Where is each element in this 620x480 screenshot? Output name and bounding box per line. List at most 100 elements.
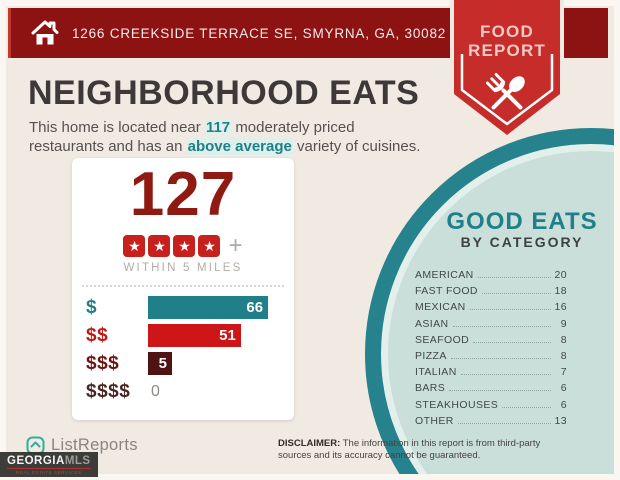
home-icon — [31, 20, 59, 45]
georgia-mls-logo: GEORGIAMLS REAL ESTATE SERVICES — [0, 452, 98, 477]
dotted-leader — [460, 374, 551, 376]
category-label: BARS — [415, 382, 446, 395]
dotted-leader — [450, 357, 551, 359]
category-value: 7 — [560, 366, 567, 379]
category-label: FAST FOOD — [415, 285, 478, 298]
price-bar-row: $$$ 5 — [86, 352, 294, 375]
georgia-mls-name: GEORGIAMLS — [7, 455, 91, 467]
star-rating: ★ ★ ★ ★ + — [72, 232, 294, 259]
circle-clip-region — [6, 6, 614, 474]
price-bar-label: $ — [86, 296, 98, 318]
price-bar-track: 51 — [148, 324, 294, 347]
category-label: STEAKHOUSES — [415, 398, 499, 411]
category-row: SEAFOOD 8 — [415, 334, 567, 350]
page-title: NEIGHBORHOOD EATS — [28, 74, 420, 112]
category-value: 6 — [560, 398, 567, 411]
ribbon-title-line1: FOOD — [480, 22, 534, 41]
restaurant-count-highlight: 117 — [204, 119, 232, 136]
dotted-leader — [469, 309, 551, 311]
star-icon: ★ — [123, 235, 146, 257]
price-bar-label: $$ — [86, 324, 109, 346]
category-row: ITALIAN 7 — [415, 366, 567, 382]
category-row: MEXICAN 16 — [415, 301, 567, 317]
property-address: 1266 CREEKSIDE TERRACE SE, SMYRNA, GA, 3… — [72, 25, 447, 41]
category-value: 13 — [554, 414, 567, 427]
plus-icon: + — [228, 232, 243, 259]
category-value: 16 — [554, 301, 567, 314]
report-canvas: 1266 CREEKSIDE TERRACE SE, SMYRNA, GA, 3… — [6, 0, 614, 474]
category-row: FAST FOOD 18 — [415, 285, 567, 301]
category-value: 8 — [560, 333, 567, 346]
price-bar-row: $$$$ 0 — [86, 380, 294, 403]
dotted-leader — [452, 325, 551, 327]
disclaimer-body: The information in this report is from t… — [278, 438, 541, 461]
dotted-leader — [449, 390, 551, 392]
radius-label: WITHIN 5 MILES — [123, 262, 243, 274]
disclaimer-label: DISCLAIMER: — [278, 438, 341, 449]
price-tier-chart: $ 66 $$ 51 $$$ — [72, 287, 294, 403]
price-bar: 0 — [148, 380, 294, 403]
category-value: 6 — [560, 382, 567, 395]
star-icon: ★ — [198, 235, 221, 257]
price-bar-row: $$ 51 — [86, 324, 294, 347]
dotted-leader — [481, 293, 551, 295]
price-bar-label: $$$$ — [86, 380, 131, 402]
dotted-leader — [473, 341, 551, 343]
crossed-utensils-icon — [486, 73, 525, 110]
category-row: AMERICAN 20 — [415, 269, 567, 285]
category-row: ASIAN 9 — [415, 318, 567, 334]
good-eats-header: GOOD EATS BY CATEGORY — [422, 210, 620, 251]
good-eats-title: GOOD EATS — [446, 208, 598, 235]
category-label: ITALIAN — [415, 366, 457, 379]
price-bar-track: 5 — [148, 352, 294, 375]
intro-before: This home is located near — [29, 119, 201, 136]
georgia-mls-name-part1: GEORGIA — [7, 455, 65, 467]
food-report-ribbon: FOOD REPORT — [450, 0, 564, 148]
price-bar-row: $ 66 — [86, 296, 294, 319]
category-label: ASIAN — [415, 317, 449, 330]
listreports-brand-text: ListReports — [51, 436, 138, 454]
category-label: AMERICAN — [415, 269, 474, 281]
restaurant-total-count: 127 — [129, 160, 237, 229]
category-row: BARS 6 — [415, 382, 567, 398]
price-bar: 51 — [148, 324, 241, 347]
price-bar-track: 0 — [148, 380, 294, 403]
good-eats-subtitle: BY CATEGORY — [460, 234, 584, 250]
dotted-leader — [502, 406, 551, 408]
dotted-leader — [477, 277, 551, 278]
price-bar: 5 — [148, 352, 172, 375]
dotted-leader — [457, 422, 551, 424]
variety-highlight: above average — [186, 138, 293, 155]
category-row: STEAKHOUSES 6 — [415, 399, 567, 415]
star-icon: ★ — [148, 235, 171, 257]
ribbon-title: FOOD REPORT — [450, 22, 564, 60]
price-bar-value: 66 — [246, 299, 264, 316]
star-icon: ★ — [173, 235, 196, 257]
category-row: OTHER 13 — [415, 415, 567, 431]
intro-mid: moderately priced restaurants and has an — [29, 119, 355, 155]
category-value: 20 — [554, 269, 567, 281]
ribbon-shape — [450, 0, 564, 140]
disclaimer-text: DISCLAIMER: The information in this repo… — [278, 438, 574, 462]
category-label: MEXICAN — [415, 301, 466, 314]
price-bar-value: 5 — [158, 355, 167, 372]
category-label: SEAFOOD — [415, 333, 470, 346]
category-value: 18 — [554, 285, 567, 298]
price-bar-track: 66 — [148, 296, 294, 319]
category-value: 9 — [560, 317, 567, 330]
intro-after: variety of cuisines. — [297, 138, 421, 155]
category-label: OTHER — [415, 414, 454, 427]
category-label: PIZZA — [415, 349, 447, 362]
category-value: 8 — [560, 349, 567, 362]
georgia-mls-tagline: REAL ESTATE SERVICES — [7, 468, 91, 475]
price-bar-label: $$$ — [86, 352, 120, 374]
category-list: AMERICAN 20 FAST FOOD 18 MEXICAN 16 ASIAN 9 … — [415, 269, 567, 431]
georgia-mls-name-part2: MLS — [64, 455, 91, 467]
price-bar: 66 — [148, 296, 269, 319]
dotted-divider — [82, 285, 284, 287]
ribbon-title-line2: REPORT — [467, 41, 547, 60]
intro-text: This home is located near 117 moderately… — [29, 118, 425, 156]
price-bar-value: 51 — [219, 327, 236, 344]
category-row: PIZZA 8 — [415, 350, 567, 366]
